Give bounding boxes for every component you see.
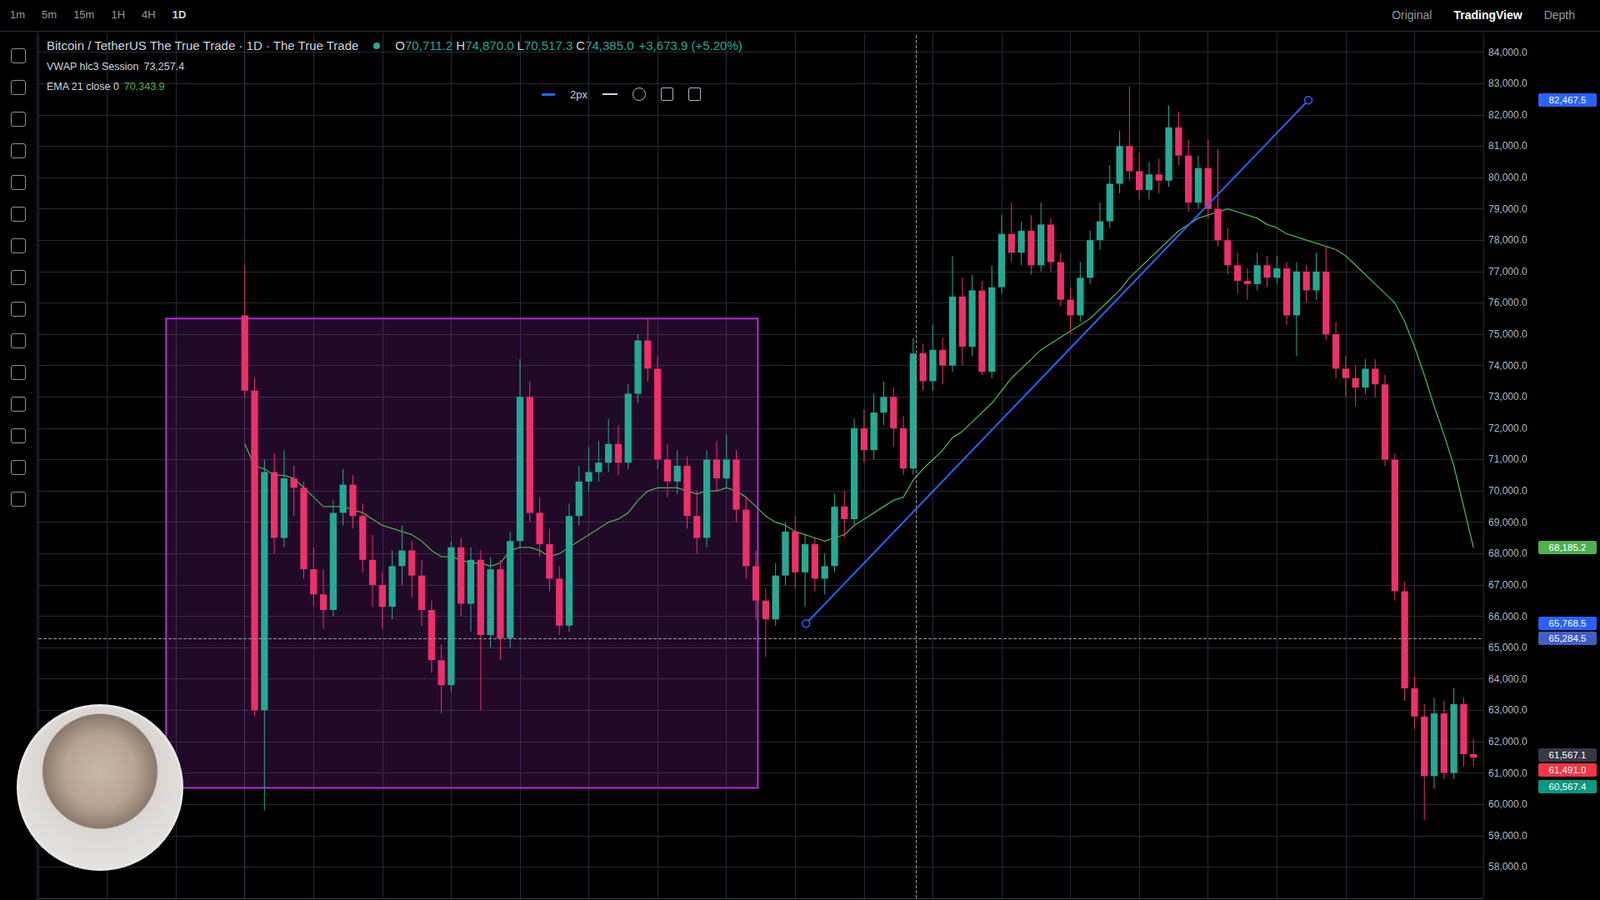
svg-text:60,000.0: 60,000.0 [1488, 798, 1528, 810]
html-text:2px: 2px [570, 87, 588, 101]
svg-text:81,000.0: 81,000.0 [1488, 140, 1528, 152]
svg-text:76,000.0: 76,000.0 [1488, 296, 1528, 309]
html-text:1D: 1D [172, 8, 187, 21]
svg-text:64,000.0: 64,000.0 [1488, 673, 1528, 685]
html-text:EMA 21 close 0 70,343.9: EMA 21 close 0 70,343.9 [46, 80, 165, 93]
html-text:1H: 1H [111, 8, 125, 21]
svg-text:75,000.0: 75,000.0 [1488, 328, 1528, 340]
html-text:5m: 5m [41, 8, 57, 21]
html-text:4H: 4H [141, 8, 156, 21]
svg-text:82,000.0: 82,000.0 [1488, 109, 1528, 121]
svg-text:70,000.0: 70,000.0 [1488, 485, 1528, 497]
svg-text:63,000.0: 63,000.0 [1488, 704, 1528, 716]
html-text:61,567.1: 61,567.1 [1548, 750, 1587, 761]
html-text:60,567.4: 60,567.4 [1548, 781, 1587, 792]
svg-text:73,000.0: 73,000.0 [1488, 390, 1528, 403]
html-text:68,185.2: 68,185.2 [1548, 542, 1587, 553]
svg-text:71,000.0: 71,000.0 [1488, 453, 1528, 465]
html-text:61,491.0: 61,491.0 [1548, 765, 1587, 776]
html-text:TradingView: TradingView [1453, 8, 1523, 22]
svg-text:65,000.0: 65,000.0 [1488, 641, 1528, 654]
html-text:65,284.5: 65,284.5 [1548, 633, 1587, 644]
svg-text:83,000.0: 83,000.0 [1488, 77, 1528, 90]
svg-text:77,000.0: 77,000.0 [1488, 265, 1528, 278]
svg-text:59,000.0: 59,000.0 [1488, 830, 1528, 842]
html-text:15m: 15m [73, 8, 95, 21]
html-text:82,467.5: 82,467.5 [1548, 95, 1587, 106]
svg-text:80,000.0: 80,000.0 [1488, 171, 1528, 184]
html-text:65,768.5: 65,768.5 [1548, 618, 1587, 629]
svg-text:62,000.0: 62,000.0 [1488, 735, 1528, 748]
svg-text:78,000.0: 78,000.0 [1488, 234, 1528, 246]
svg-text:68,000.0: 68,000.0 [1488, 547, 1528, 560]
html-text:VWAP hlc3 Session 73,257.4: VWAP hlc3 Session 73,257.4 [46, 60, 185, 73]
html-text:O 70,711.2 H 74,870.0 L 70,517: O 70,711.2 H 74,870.0 L 70,517.3 C 74,38… [395, 38, 743, 53]
svg-text:72,000.0: 72,000.0 [1488, 422, 1528, 435]
html-text:Depth: Depth [1543, 8, 1575, 22]
svg-text:67,000.0: 67,000.0 [1488, 579, 1528, 591]
html-text:1m: 1m [10, 8, 26, 21]
svg-text:69,000.0: 69,000.0 [1488, 516, 1528, 529]
html-text:Original: Original [1391, 8, 1432, 22]
svg-text:79,000.0: 79,000.0 [1488, 203, 1528, 215]
svg-text:66,000.0: 66,000.0 [1488, 610, 1528, 623]
svg-text:61,000.0: 61,000.0 [1488, 767, 1528, 780]
html-text:Bitcoin / TetherUS The True Tr: Bitcoin / TetherUS The True Trade · 1D ·… [46, 38, 359, 53]
svg-text:74,000.0: 74,000.0 [1488, 360, 1528, 372]
svg-text:58,000.0: 58,000.0 [1488, 860, 1528, 873]
svg-text:84,000.0: 84,000.0 [1488, 46, 1528, 59]
